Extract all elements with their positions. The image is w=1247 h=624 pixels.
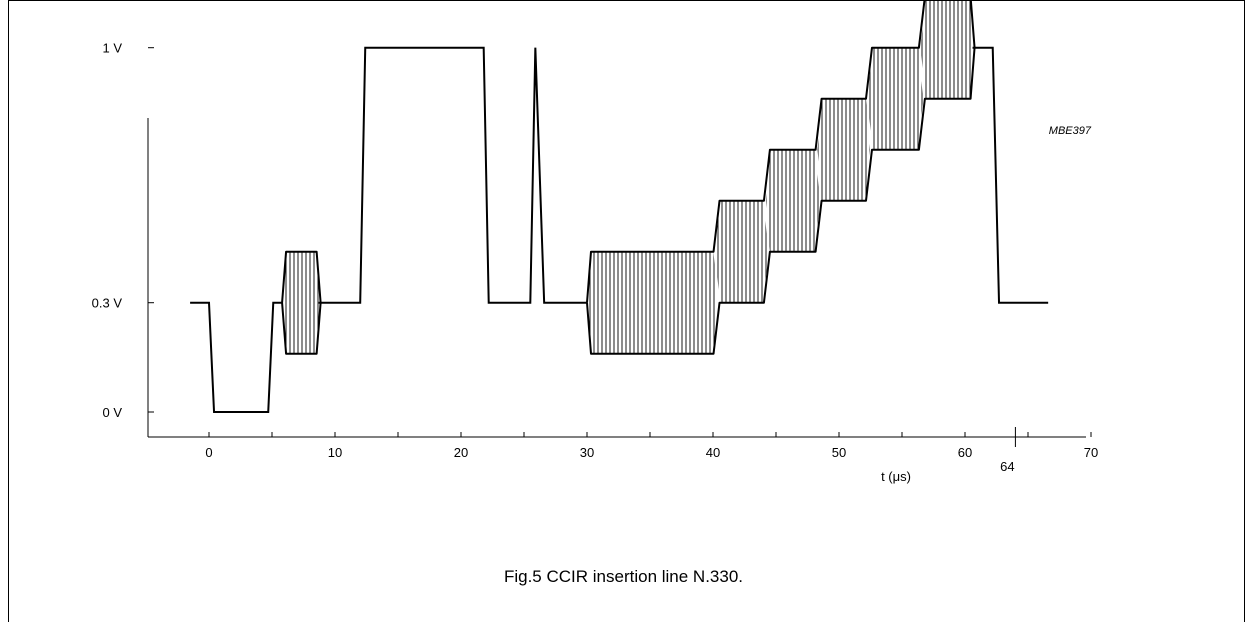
figure-caption: Fig.5 CCIR insertion line N.330.	[503, 567, 744, 586]
modulation-packet-2	[715, 200, 768, 303]
trace-sync-segment	[190, 301, 283, 413]
figure-frame	[8, 0, 1245, 622]
staircase-top-envelope	[586, 0, 976, 303]
modulation-packet-6	[920, 0, 975, 99]
x-tick-label-30: 30	[580, 445, 594, 460]
x-tick-label-20: 20	[454, 445, 468, 460]
figure-code: MBE397	[1049, 125, 1092, 137]
modulation-packet-3	[765, 149, 820, 252]
modulation-packet-4	[817, 98, 870, 201]
x-tick-label-10: 10	[328, 445, 342, 460]
staircase-bottom-envelope	[586, 47, 976, 355]
y-tick-label-1-V: 1 V	[102, 41, 122, 56]
x-tick-label-70: 70	[1084, 445, 1098, 460]
x-tick-label-64: 64	[1000, 459, 1014, 474]
x-axis-label: t (μs)	[881, 469, 911, 484]
x-tick-label-50: 50	[832, 445, 846, 460]
trace-end-segment	[972, 46, 1049, 304]
modulation-packet-0	[282, 251, 321, 354]
axis-labels: 0 10 20 30 40 50 60 70 64 t (μs) 0 V 0.3 V 1 V	[92, 41, 1099, 484]
signal-trace	[190, 0, 1049, 413]
y-tick-label-0.3-V: 0.3 V	[92, 296, 123, 311]
y-tick-label-0-V: 0 V	[102, 405, 122, 420]
x-tick-label-0: 0	[205, 445, 212, 460]
trace-bar-and-pulse	[318, 46, 587, 304]
x-tick-label-60: 60	[958, 445, 972, 460]
x-tick-label-40: 40	[706, 445, 720, 460]
modulation-packet-5	[867, 47, 923, 150]
axes	[147, 47, 1092, 447]
modulation-fills	[282, 0, 975, 354]
modulation-packet-1	[587, 251, 718, 354]
